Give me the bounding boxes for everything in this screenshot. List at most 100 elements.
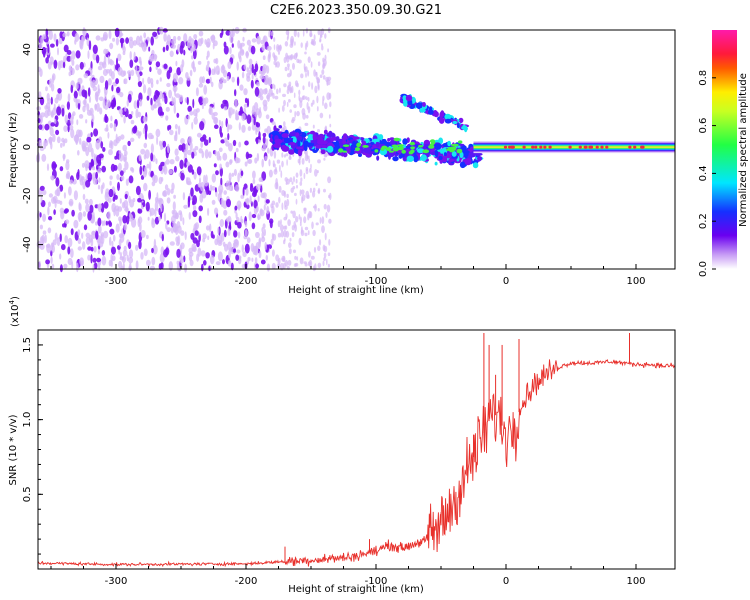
spectrogram-doppler-blob (309, 136, 314, 141)
spectrogram-noise-blob (68, 186, 72, 196)
spectrogram-noise-blob (95, 54, 100, 64)
spectrogram-carrier-peak (600, 145, 604, 149)
spectrogram-noise-blob (137, 131, 141, 139)
spectrogram-noise-blob (261, 44, 266, 52)
spectrogram-noise-blob (285, 29, 290, 36)
spectrogram-noise-blob (98, 96, 104, 102)
spectrogram-noise-blob (54, 97, 59, 104)
spectrogram-noise-blob (192, 210, 198, 218)
spectrogram-noise-blob (223, 106, 228, 111)
spectrogram-noise-blob (255, 263, 259, 269)
spectrogram-noise-blob (44, 109, 49, 119)
spectrogram-noise-blob (70, 84, 74, 94)
spectrogram-carrier-peak (543, 145, 547, 149)
spectrogram-noise-blob (96, 154, 102, 164)
spectrogram-noise-blob (235, 147, 239, 153)
spectrogram-noise-blob (283, 154, 286, 158)
spectrogram-noise-blob (151, 247, 154, 254)
spectrogram-noise-blob (194, 230, 199, 237)
spectrogram-noise-blob (328, 239, 331, 246)
spectrogram-noise-blob (172, 201, 176, 211)
spectrogram-noise-blob (289, 177, 293, 183)
spectrogram-noise-blob (304, 51, 307, 55)
spectrogram-noise-blob (137, 197, 142, 203)
spectrogram-noise-blob (313, 34, 316, 41)
spectrogram-noise-blob (63, 44, 69, 53)
spectrogram-noise-blob (264, 155, 268, 161)
snr-y-tick-label: 0.5 (22, 486, 33, 502)
spectrogram-noise-blob (162, 46, 166, 53)
spectrogram-noise-blob (313, 246, 317, 253)
spectrogram-noise-blob (182, 192, 186, 201)
spectrogram-x-tick-label: 0 (503, 276, 509, 287)
spectrogram-noise-blob (88, 142, 93, 153)
spectrogram-noise-blob (217, 240, 223, 246)
spectrogram-noise-blob (228, 142, 233, 152)
spectrogram-noise-blob (116, 174, 120, 180)
spectrogram-noise-blob (234, 205, 238, 211)
spectrogram-noise-blob (70, 120, 74, 125)
spectrogram-noise-blob (128, 256, 134, 264)
spectrogram-noise-blob (92, 263, 95, 273)
spectrogram-noise-blob (218, 80, 223, 90)
spectrogram-noise-blob (128, 249, 134, 259)
spectrogram-noise-blob (71, 50, 76, 60)
spectrogram-noise-blob (55, 129, 60, 136)
spectrogram-noise-blob (47, 206, 50, 216)
spectrogram-doppler-blob (390, 139, 396, 146)
spectrogram-noise-blob (246, 204, 250, 210)
spectrogram-noise-blob (324, 54, 327, 61)
spectrogram-noise-blob (222, 79, 227, 84)
spectrogram-highlight-blob (418, 144, 424, 148)
spectrogram-noise-blob (277, 232, 282, 238)
spectrogram-noise-blob (39, 212, 42, 218)
spectrogram-noise-blob (296, 110, 300, 117)
spectrogram-noise-blob (277, 220, 281, 228)
spectrogram-noise-blob (51, 110, 54, 117)
spectrogram-noise-blob (142, 116, 148, 123)
spectrogram-noise-blob (64, 114, 69, 124)
spectrogram-highlight-blob (393, 137, 401, 142)
spectrogram-noise-blob (135, 35, 141, 46)
spectrogram-noise-blob (293, 92, 296, 99)
spectrogram-noise-blob (178, 77, 184, 85)
spectrogram-noise-blob (300, 42, 303, 48)
spectrogram-noise-blob (127, 70, 132, 75)
spectrogram-doppler-blob (315, 144, 322, 149)
spectrogram-noise-blob (117, 53, 122, 62)
spectrogram-noise-blob (285, 52, 289, 60)
spectrogram-noise-blob (195, 87, 199, 97)
spectrogram-noise-blob (128, 113, 133, 120)
spectrogram-noise-blob (214, 150, 217, 157)
spectrogram-doppler-blob (472, 162, 479, 169)
spectrogram-noise-blob (222, 99, 228, 105)
spectrogram-noise-blob (300, 177, 303, 182)
spectrogram-noise-blob (93, 128, 99, 137)
spectrogram-noise-blob (190, 187, 194, 197)
spectrogram-y-tick-label: -20 (22, 188, 33, 204)
spectrogram-noise-blob (190, 232, 195, 240)
spectrogram-noise-blob (266, 45, 272, 51)
spectrogram-noise-blob (307, 213, 310, 221)
spectrogram-noise-blob (107, 132, 110, 139)
spectrogram-noise-blob (236, 216, 240, 223)
spectrogram-noise-blob (262, 64, 267, 70)
spectrogram-noise-blob (83, 224, 88, 231)
spectrogram-noise-blob (109, 42, 114, 50)
spectrogram-noise-blob (287, 66, 290, 71)
spectrogram-noise-blob (150, 170, 154, 177)
spectrogram-noise-blob (65, 161, 70, 171)
spectrogram-noise-blob (281, 190, 286, 196)
spectrogram-noise-blob (50, 96, 53, 105)
spectrogram-noise-blob (286, 193, 289, 199)
spectrogram-noise-blob (240, 194, 245, 199)
spectrogram-noise-blob (63, 263, 68, 269)
spectrogram-noise-blob (180, 64, 184, 73)
spectrogram-noise-blob (92, 44, 98, 54)
spectrogram-noise-blob (261, 171, 267, 181)
spectrogram-noise-blob (79, 61, 84, 70)
spectrogram-noise-blob (149, 66, 152, 73)
spectrogram-noise-blob (261, 227, 264, 233)
spectrogram-carrier-peak (534, 145, 538, 149)
spectrogram-noise-blob (292, 186, 296, 190)
